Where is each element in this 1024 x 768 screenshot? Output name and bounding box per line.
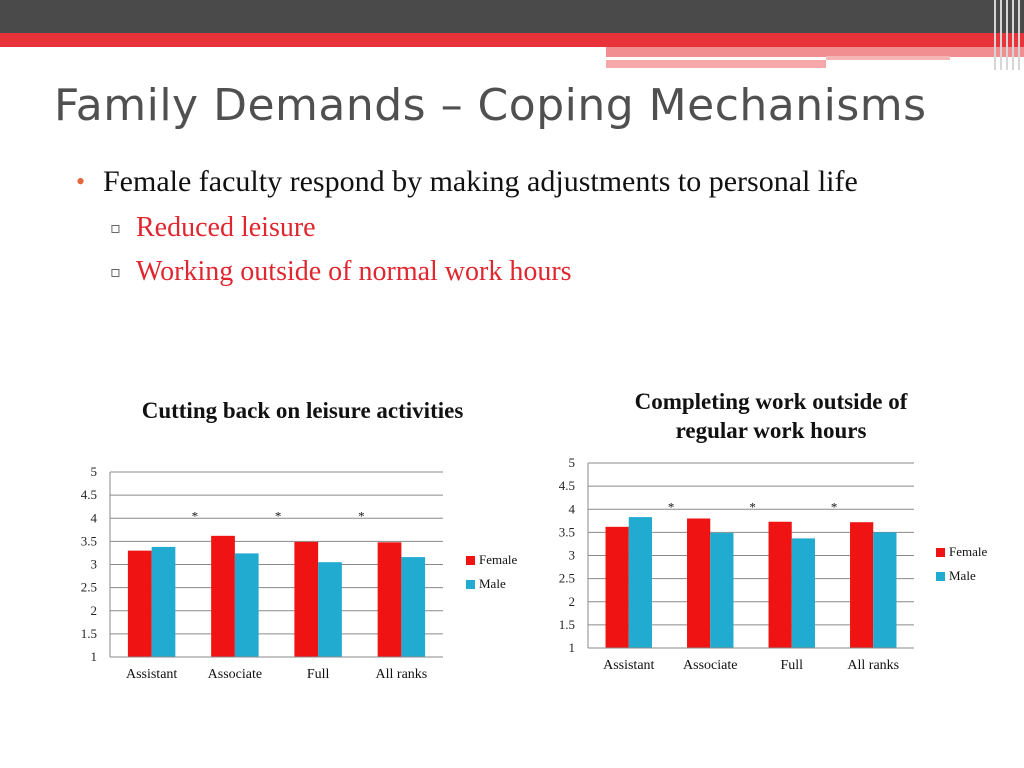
y-tick-label: 4.5 (559, 478, 575, 493)
significance-marker: * (668, 499, 675, 514)
y-tick-label: 4 (569, 501, 576, 516)
bullet-list: • Female faculty respond by making adjus… (76, 162, 976, 294)
legend-label: Male (479, 576, 506, 591)
sub-bullet-item: ▫ Reduced leisure (110, 206, 976, 250)
y-tick-label: 2.5 (81, 580, 97, 595)
y-tick-label: 4.5 (81, 487, 97, 502)
x-tick-label: Assistant (126, 667, 177, 682)
y-tick-label: 2 (91, 603, 98, 618)
bar-male (234, 553, 259, 657)
bar-male (318, 562, 342, 657)
sub-bullet-list: ▫ Reduced leisure ▫ Working outside of n… (76, 206, 976, 294)
y-tick-label: 1.5 (559, 617, 575, 632)
square-bullet-icon: ▫ (110, 218, 121, 237)
x-tick-label: All ranks (376, 667, 428, 682)
bar-female (768, 521, 792, 648)
bar-female (127, 550, 152, 657)
y-tick-label: 3 (569, 548, 576, 563)
slide-title: Family Demands – Coping Mechanisms (54, 80, 927, 131)
x-tick-label: Associate (208, 667, 262, 682)
x-tick-label: Full (307, 667, 330, 682)
y-tick-label: 1 (569, 640, 576, 655)
bullet-dot-icon: • (76, 167, 86, 196)
y-tick-label: 1.5 (81, 626, 97, 641)
bar-female (850, 522, 874, 648)
bar-female (377, 542, 402, 657)
x-tick-label: Full (780, 658, 803, 673)
significance-marker: * (749, 499, 756, 514)
legend-swatch-female (936, 547, 945, 557)
bar-male (710, 532, 734, 648)
legend-item-male: Male (466, 572, 517, 596)
significance-marker: * (358, 508, 365, 523)
chart-title-leisure: Cutting back on leisure activities (141, 398, 464, 423)
bar-female (687, 518, 711, 648)
bar-male (401, 557, 426, 657)
significance-marker: * (275, 508, 282, 523)
significance-marker: * (192, 508, 199, 523)
y-tick-label: 5 (91, 464, 98, 479)
bullet-text: Female faculty respond by making adjustm… (103, 165, 858, 198)
legend-label: Female (949, 544, 988, 559)
y-tick-label: 5 (569, 455, 576, 470)
y-tick-label: 3.5 (81, 533, 97, 548)
x-tick-label: Associate (683, 658, 737, 673)
significance-marker: * (831, 499, 838, 514)
legend-outside-hours: Female Male (936, 540, 987, 588)
header-accent-bar-lower (606, 60, 826, 68)
bar-male (873, 532, 897, 648)
bar-female (605, 526, 629, 648)
legend-item-female: Female (466, 548, 517, 572)
bullet-item: • Female faculty respond by making adjus… (76, 162, 976, 202)
bar-female (294, 541, 319, 657)
chart-outside-hours: 1 1.5 2 2.5 3 3.5 4 4.5 5 Assistant Associate * Full… (559, 455, 914, 673)
legend-item-male: Male (936, 564, 987, 588)
x-tick-label: Assistant (603, 658, 654, 673)
y-tick-label: 4 (91, 510, 98, 525)
y-tick-label: 3 (91, 557, 98, 572)
y-tick-label: 2 (569, 594, 576, 609)
legend-item-female: Female (936, 540, 987, 564)
bar-male (151, 546, 176, 657)
legend-leisure: Female Male (466, 548, 517, 596)
y-tick-label: 1 (91, 649, 98, 664)
legend-label: Female (479, 552, 518, 567)
legend-swatch-male (936, 571, 945, 581)
legend-swatch-male (466, 579, 475, 589)
header-accent-line (826, 56, 950, 60)
header-bar-dark (0, 0, 1024, 33)
legend-label: Male (949, 568, 976, 583)
sub-bullet-text: Reduced leisure (136, 212, 316, 243)
bar-female (211, 535, 235, 657)
header-accent-bar (606, 47, 1024, 57)
square-bullet-icon: ▫ (110, 262, 121, 281)
header-stripes (990, 0, 1024, 70)
legend-swatch-female (466, 555, 475, 565)
header-bar-red (0, 33, 1024, 47)
chart-leisure: 1 1.5 2 2.5 3 3.5 4 4.5 5 Assistant Associate * Full… (81, 464, 443, 682)
sub-bullet-item: ▫ Working outside of normal work hours (110, 250, 976, 294)
bar-male (791, 538, 815, 648)
x-tick-label: All ranks (847, 658, 899, 673)
bar-male (628, 517, 652, 648)
y-tick-label: 2.5 (559, 571, 575, 586)
sub-bullet-text: Working outside of normal work hours (136, 256, 572, 287)
y-tick-label: 3.5 (559, 524, 575, 539)
chart-title-outside-hours: Completing work outside of regular work … (634, 389, 908, 443)
